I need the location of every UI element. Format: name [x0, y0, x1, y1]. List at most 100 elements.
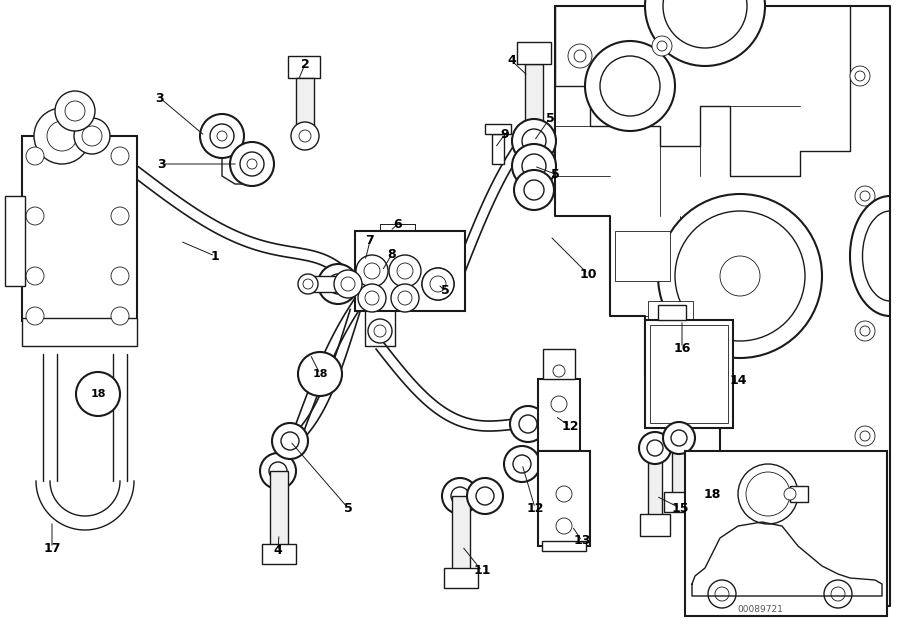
- Circle shape: [467, 478, 503, 514]
- Circle shape: [725, 571, 745, 591]
- Bar: [672, 442, 686, 494]
- Circle shape: [26, 267, 44, 285]
- Circle shape: [585, 41, 675, 131]
- Circle shape: [247, 159, 257, 169]
- Circle shape: [365, 291, 379, 305]
- Text: 4: 4: [508, 55, 517, 67]
- Circle shape: [281, 432, 299, 450]
- Circle shape: [658, 194, 822, 358]
- Circle shape: [451, 487, 469, 505]
- Text: 15: 15: [671, 502, 688, 515]
- Circle shape: [230, 142, 274, 186]
- Text: 8: 8: [388, 247, 396, 261]
- Bar: [262, 544, 296, 564]
- Circle shape: [574, 50, 586, 62]
- Circle shape: [240, 152, 264, 176]
- Circle shape: [430, 276, 446, 292]
- Circle shape: [663, 0, 747, 48]
- Circle shape: [442, 478, 478, 514]
- Circle shape: [780, 571, 800, 591]
- Circle shape: [556, 518, 572, 534]
- Text: 5: 5: [441, 284, 449, 298]
- Bar: [492, 134, 504, 164]
- Bar: [288, 56, 320, 78]
- Circle shape: [422, 268, 454, 300]
- Circle shape: [831, 587, 845, 601]
- Circle shape: [269, 462, 287, 480]
- Circle shape: [397, 263, 413, 279]
- Circle shape: [210, 124, 234, 148]
- Circle shape: [855, 186, 875, 206]
- Bar: [308, 276, 338, 292]
- Circle shape: [513, 455, 531, 473]
- Bar: [664, 492, 694, 512]
- Circle shape: [652, 36, 672, 56]
- Circle shape: [551, 396, 567, 412]
- Text: 16: 16: [673, 342, 690, 354]
- Bar: [517, 42, 551, 64]
- Circle shape: [26, 307, 44, 325]
- Circle shape: [512, 119, 556, 163]
- Text: 5: 5: [551, 167, 560, 181]
- Bar: [543, 349, 575, 379]
- Text: 2: 2: [301, 57, 310, 71]
- Circle shape: [504, 446, 540, 482]
- Circle shape: [47, 121, 77, 151]
- Circle shape: [26, 147, 44, 165]
- Circle shape: [298, 274, 318, 294]
- Circle shape: [260, 453, 296, 489]
- Circle shape: [111, 267, 129, 285]
- Text: 12: 12: [526, 502, 544, 515]
- Text: 17: 17: [43, 541, 61, 555]
- Circle shape: [645, 0, 765, 66]
- Circle shape: [328, 274, 348, 294]
- Circle shape: [389, 255, 421, 287]
- Text: 9: 9: [500, 127, 509, 141]
- Circle shape: [510, 406, 546, 442]
- Circle shape: [522, 129, 546, 153]
- Circle shape: [639, 432, 671, 464]
- Bar: [790, 486, 808, 502]
- Circle shape: [657, 41, 667, 51]
- Circle shape: [391, 284, 419, 312]
- Text: 13: 13: [573, 534, 590, 548]
- Circle shape: [334, 270, 362, 298]
- Circle shape: [785, 576, 795, 586]
- Circle shape: [299, 130, 311, 142]
- Circle shape: [522, 154, 546, 178]
- Bar: [685, 451, 887, 616]
- Circle shape: [738, 464, 798, 524]
- Bar: [296, 78, 314, 136]
- Bar: [444, 568, 478, 588]
- Circle shape: [74, 118, 110, 154]
- Circle shape: [356, 255, 388, 287]
- Bar: [525, 64, 543, 124]
- Circle shape: [217, 131, 227, 141]
- Text: 12: 12: [562, 420, 579, 432]
- Circle shape: [860, 191, 870, 201]
- Circle shape: [671, 430, 687, 446]
- Circle shape: [855, 71, 865, 81]
- Circle shape: [26, 207, 44, 225]
- Circle shape: [111, 207, 129, 225]
- Circle shape: [647, 440, 663, 456]
- Circle shape: [364, 263, 380, 279]
- Text: 18: 18: [90, 389, 106, 399]
- Text: 3: 3: [158, 158, 166, 170]
- Circle shape: [476, 487, 494, 505]
- Bar: [5, 196, 25, 286]
- Circle shape: [553, 365, 565, 377]
- Circle shape: [514, 170, 554, 210]
- Bar: [542, 541, 586, 551]
- Circle shape: [860, 326, 870, 336]
- Circle shape: [111, 307, 129, 325]
- Bar: [355, 231, 465, 311]
- Circle shape: [524, 180, 544, 200]
- Circle shape: [600, 56, 660, 116]
- Circle shape: [200, 114, 244, 158]
- Circle shape: [303, 279, 313, 289]
- Bar: [538, 451, 590, 546]
- Circle shape: [730, 576, 740, 586]
- Text: 18: 18: [703, 488, 721, 501]
- Circle shape: [76, 372, 120, 416]
